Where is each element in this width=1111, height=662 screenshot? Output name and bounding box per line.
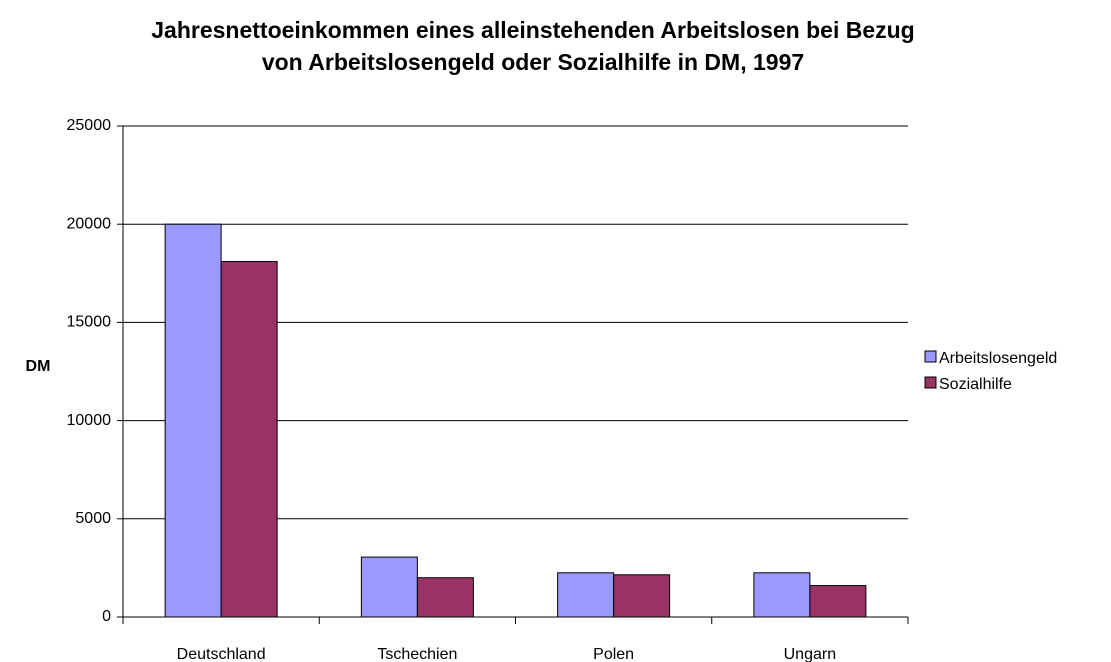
bar <box>557 572 615 618</box>
y-tick-label: 25000 <box>67 117 112 134</box>
bar <box>360 556 418 618</box>
legend-label: Arbeitslosengeld <box>939 350 1057 367</box>
y-axis-label: DM <box>26 358 51 375</box>
y-tick-label: 15000 <box>67 314 112 331</box>
chart-title: von Arbeitslosengeld oder Sozialhilfe in… <box>262 49 804 75</box>
chart-title: Jahresnettoeinkommen eines alleinstehend… <box>151 17 914 43</box>
legend-swatch <box>924 350 937 363</box>
legend-swatch <box>924 376 937 389</box>
bar <box>809 585 867 618</box>
legend-label: Sozialhilfe <box>939 376 1012 393</box>
y-tick-label: 0 <box>102 608 111 625</box>
bar <box>613 574 671 618</box>
x-tick-label: Tschechien <box>377 646 457 662</box>
y-tick-label: 20000 <box>67 215 112 232</box>
bar <box>416 577 474 618</box>
bar <box>220 261 278 618</box>
y-tick-label: 5000 <box>75 510 111 527</box>
bar <box>164 223 222 618</box>
y-tick-label: 10000 <box>67 412 112 429</box>
bar <box>753 572 811 618</box>
x-tick-label: Ungarn <box>784 646 836 662</box>
x-tick-label: Deutschland <box>177 646 266 662</box>
x-tick-label: Polen <box>593 646 634 662</box>
